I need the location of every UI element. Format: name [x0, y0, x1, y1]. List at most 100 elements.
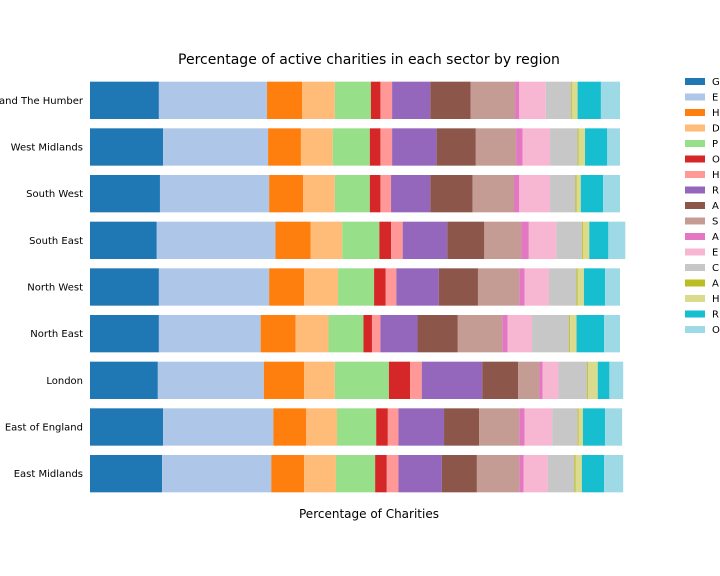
- bar-segment: [588, 361, 598, 399]
- legend-swatch: [685, 78, 705, 85]
- legend-label: H: [712, 294, 720, 305]
- bar-segment: [370, 81, 381, 119]
- bar-segment: [90, 315, 159, 353]
- bar-segment: [163, 128, 269, 166]
- bar-segment: [334, 81, 371, 119]
- legend-swatch: [685, 202, 705, 209]
- bar-segment: [582, 408, 606, 446]
- y-tick-label: East of England: [5, 423, 83, 434]
- bar-segment: [398, 408, 445, 446]
- bar-segment: [90, 361, 158, 399]
- bar-segment: [476, 455, 520, 493]
- bar-segment: [90, 221, 157, 259]
- bar-segment: [436, 128, 476, 166]
- bar-segment: [392, 81, 431, 119]
- legend-label: A: [712, 279, 719, 290]
- bar-segment: [484, 221, 522, 259]
- bar-segment: [576, 175, 581, 213]
- bar-segment: [273, 408, 307, 446]
- legend-label: H: [712, 170, 720, 181]
- bar-segment: [369, 128, 381, 166]
- bar-segment: [380, 81, 393, 119]
- bar-segment: [519, 81, 546, 119]
- chart-title: Percentage of active charities in each s…: [178, 52, 560, 68]
- bar-segment: [444, 408, 480, 446]
- legend-label: R: [712, 186, 719, 197]
- bar-segment: [575, 455, 582, 493]
- bar-segment: [430, 81, 471, 119]
- y-tick-label: Yorkshire and The Humber: [0, 96, 84, 107]
- bar-segment: [342, 221, 380, 259]
- bar-segment: [438, 268, 478, 306]
- bar-segment: [391, 221, 403, 259]
- bar-segment: [605, 268, 620, 306]
- bar-segment: [470, 81, 516, 119]
- bar-segment: [336, 408, 377, 446]
- bar-segment: [609, 361, 624, 399]
- y-tick-label: South West: [26, 189, 83, 200]
- legend-swatch: [685, 155, 705, 163]
- bar-segment: [90, 175, 160, 213]
- bar-segment: [306, 408, 337, 446]
- bar-segment: [577, 268, 584, 306]
- bar-segment: [275, 221, 311, 259]
- bar-segment: [548, 268, 577, 306]
- bar-segment: [391, 175, 431, 213]
- bar-segment: [545, 81, 572, 119]
- bar-segment: [398, 455, 442, 493]
- bar-segment: [479, 408, 520, 446]
- bar-segment: [577, 128, 579, 166]
- bar-segment: [576, 315, 605, 353]
- bar-segment: [578, 408, 583, 446]
- bar-segment: [386, 455, 399, 493]
- bar-segment: [607, 128, 620, 166]
- legend-label: H: [712, 108, 720, 119]
- bar-segment: [271, 455, 305, 493]
- bar-segment: [502, 315, 508, 353]
- bar-segment: [376, 408, 388, 446]
- bar-segment: [597, 361, 610, 399]
- bar-segment: [269, 268, 305, 306]
- bar-segment: [524, 408, 553, 446]
- legend-label: O: [712, 325, 720, 336]
- legend-swatch: [685, 295, 705, 302]
- bar-segment: [267, 81, 302, 119]
- legend-swatch: [685, 264, 705, 271]
- bar-segment: [379, 221, 392, 259]
- bar-segment: [583, 268, 606, 306]
- bar-segment: [475, 128, 517, 166]
- bar-segment: [515, 81, 520, 119]
- bar-segment: [162, 455, 272, 493]
- bar-segment: [604, 455, 624, 493]
- bar-segment: [585, 128, 608, 166]
- legend-swatch: [685, 124, 705, 132]
- bar-segment: [532, 315, 570, 353]
- bar-segment: [396, 268, 439, 306]
- bar-segment: [335, 455, 376, 493]
- legend-label: S: [712, 217, 718, 228]
- bar-segment: [528, 221, 557, 259]
- bar-segment: [447, 221, 485, 259]
- bar-segment: [334, 361, 389, 399]
- bar-segment: [90, 408, 164, 446]
- bar-segment: [304, 455, 336, 493]
- bar-segment: [300, 128, 333, 166]
- bar-segment: [576, 268, 578, 306]
- legend-swatch: [685, 248, 705, 256]
- bar-segment: [268, 128, 301, 166]
- bar-segment: [581, 455, 605, 493]
- bar-segment: [519, 455, 524, 493]
- legend-label: D: [712, 124, 720, 135]
- bar-segment: [304, 268, 339, 306]
- bar-segment: [519, 408, 525, 446]
- bar-segment: [90, 81, 159, 119]
- bar-segment: [507, 315, 533, 353]
- bar-segment: [547, 455, 575, 493]
- legend-label: P: [712, 139, 718, 150]
- bar-segment: [90, 455, 163, 493]
- bar-segment: [542, 361, 559, 399]
- bar-segment: [482, 361, 519, 399]
- bar-segment: [334, 175, 370, 213]
- bar-segment: [581, 221, 583, 259]
